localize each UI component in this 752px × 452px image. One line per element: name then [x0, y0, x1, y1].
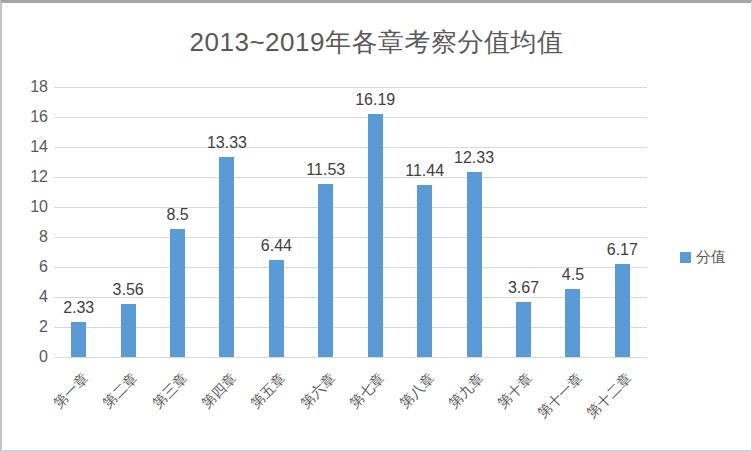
bar-value-label: 12.33: [442, 148, 506, 168]
y-axis-tick-label: 16: [10, 107, 48, 127]
bar: [121, 304, 136, 357]
bar: [71, 322, 86, 357]
chart-inner: 2013~2019年各章考察分值均值 0 2 4 6 8 10 12 14 16 18 2.33 第一…: [2, 3, 751, 450]
bar: [368, 114, 383, 357]
x-axis-label: 第八章: [396, 370, 438, 412]
y-axis-tick-label: 12: [10, 167, 48, 187]
x-axis-label: 第十章: [495, 370, 537, 412]
bar: [417, 185, 432, 357]
bar-value-label: 11.53: [294, 160, 358, 180]
x-axis-label: 第二章: [99, 370, 141, 412]
bar: [219, 157, 234, 357]
y-axis-tick-label: 6: [10, 257, 48, 277]
x-axis-label: 第十二章: [584, 370, 636, 422]
gridline: [54, 357, 647, 358]
legend-swatch-icon: [680, 252, 691, 263]
y-axis-tick-label: 2: [10, 317, 48, 337]
x-axis-label: 第七章: [347, 370, 389, 412]
bar-value-label: 8.5: [146, 205, 210, 225]
bar: [467, 172, 482, 357]
gridline: [54, 117, 647, 118]
x-axis-label: 第一章: [50, 370, 92, 412]
gridline: [54, 147, 647, 148]
y-axis-tick-label: 4: [10, 287, 48, 307]
bar-value-label: 6.17: [590, 240, 654, 260]
x-axis-label: 第四章: [198, 370, 240, 412]
chart-title: 2013~2019年各章考察分值均值: [2, 25, 751, 60]
x-axis-label: 第五章: [248, 370, 290, 412]
y-axis-tick-label: 8: [10, 227, 48, 247]
x-axis-label: 第六章: [297, 370, 339, 412]
y-axis-tick-label: 14: [10, 137, 48, 157]
legend: 分值: [680, 248, 726, 267]
bar: [615, 264, 630, 357]
bar: [516, 302, 531, 357]
y-axis-tick-label: 10: [10, 197, 48, 217]
x-axis-label: 第九章: [445, 370, 487, 412]
chart-container: 2013~2019年各章考察分值均值 0 2 4 6 8 10 12 14 16 18 2.33 第一…: [0, 0, 752, 452]
y-axis-tick-label: 0: [10, 347, 48, 367]
bar-value-label: 4.5: [541, 265, 605, 285]
gridline: [54, 237, 647, 238]
gridline: [54, 207, 647, 208]
bar: [565, 289, 580, 357]
gridline: [54, 87, 647, 88]
bar: [170, 229, 185, 357]
bar-value-label: 2.33: [47, 298, 111, 318]
bar-value-label: 3.56: [96, 280, 160, 300]
bar-value-label: 16.19: [343, 90, 407, 110]
bar: [269, 260, 284, 357]
x-axis-label: 第三章: [149, 370, 191, 412]
x-axis-label: 第十一章: [534, 370, 586, 422]
legend-label: 分值: [696, 248, 726, 267]
gridline: [54, 327, 647, 328]
bar-value-label: 6.44: [244, 236, 308, 256]
bar: [318, 184, 333, 357]
bar-value-label: 13.33: [195, 133, 259, 153]
y-axis-tick-label: 18: [10, 77, 48, 97]
